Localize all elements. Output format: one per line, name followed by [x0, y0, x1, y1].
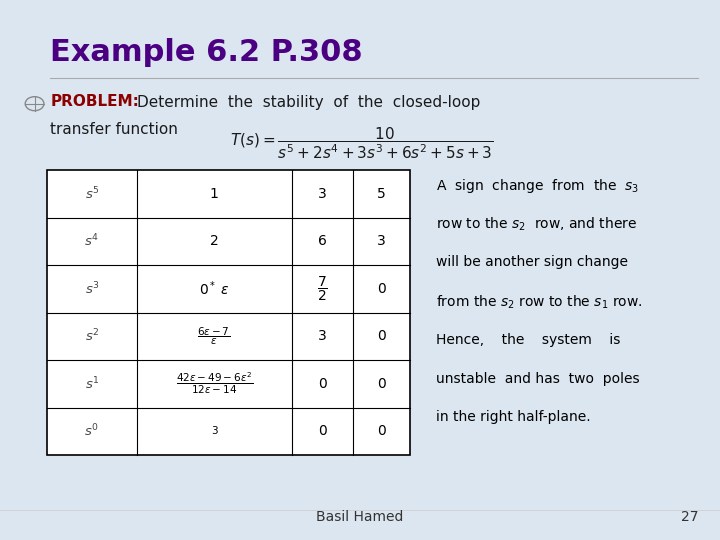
Text: 3: 3: [318, 187, 327, 201]
Text: transfer function: transfer function: [50, 122, 179, 137]
Text: row to the $s_2$  row, and there: row to the $s_2$ row, and there: [436, 216, 637, 233]
Text: 0: 0: [318, 377, 327, 391]
Text: A  sign  change  from  the  $s_3$: A sign change from the $s_3$: [436, 177, 639, 195]
Text: $s^2$: $s^2$: [85, 328, 99, 345]
Text: 27: 27: [681, 510, 698, 524]
Text: 3: 3: [211, 427, 217, 436]
Text: Basil Hamed: Basil Hamed: [316, 510, 404, 524]
Text: Example 6.2 P.308: Example 6.2 P.308: [50, 38, 363, 67]
Text: 6: 6: [318, 234, 327, 248]
Text: 0: 0: [318, 424, 327, 438]
Text: 1: 1: [210, 187, 219, 201]
Text: 3: 3: [318, 329, 327, 343]
Text: in the right half-plane.: in the right half-plane.: [436, 410, 590, 424]
Text: 3: 3: [377, 234, 386, 248]
Text: 0: 0: [377, 329, 386, 343]
Text: $s^0$: $s^0$: [84, 423, 99, 440]
Text: $T(s) = \dfrac{10}{s^5 + 2s^4 + 3s^3 + 6s^2 + 5s + 3}$: $T(s) = \dfrac{10}{s^5 + 2s^4 + 3s^3 + 6…: [230, 125, 494, 161]
Text: $\dfrac{6\epsilon-7}{\epsilon}$: $\dfrac{6\epsilon-7}{\epsilon}$: [197, 326, 231, 347]
Text: Determine  the  stability  of  the  closed-loop: Determine the stability of the closed-lo…: [137, 94, 480, 110]
Text: $0^*\;\epsilon$: $0^*\;\epsilon$: [199, 280, 230, 298]
Text: Hence,    the    system    is: Hence, the system is: [436, 333, 620, 347]
Text: PROBLEM:: PROBLEM:: [50, 94, 139, 110]
Text: 5: 5: [377, 187, 386, 201]
Text: 2: 2: [210, 234, 219, 248]
Text: $s^4$: $s^4$: [84, 233, 99, 249]
Text: from the $s_2$ row to the $s_1$ row.: from the $s_2$ row to the $s_1$ row.: [436, 294, 642, 311]
Text: $\dfrac{7}{2}$: $\dfrac{7}{2}$: [317, 275, 328, 303]
Text: 0: 0: [377, 377, 386, 391]
Text: $s^3$: $s^3$: [84, 281, 99, 297]
Text: $s^1$: $s^1$: [84, 376, 99, 392]
Text: 0: 0: [377, 424, 386, 438]
Text: unstable  and has  two  poles: unstable and has two poles: [436, 372, 639, 386]
Bar: [47, 170, 410, 455]
Text: will be another sign change: will be another sign change: [436, 255, 628, 269]
Text: $s^5$: $s^5$: [84, 186, 99, 202]
Text: $\dfrac{42\epsilon-49-6\epsilon^2}{12\epsilon-14}$: $\dfrac{42\epsilon-49-6\epsilon^2}{12\ep…: [176, 372, 253, 396]
Text: 0: 0: [377, 282, 386, 296]
